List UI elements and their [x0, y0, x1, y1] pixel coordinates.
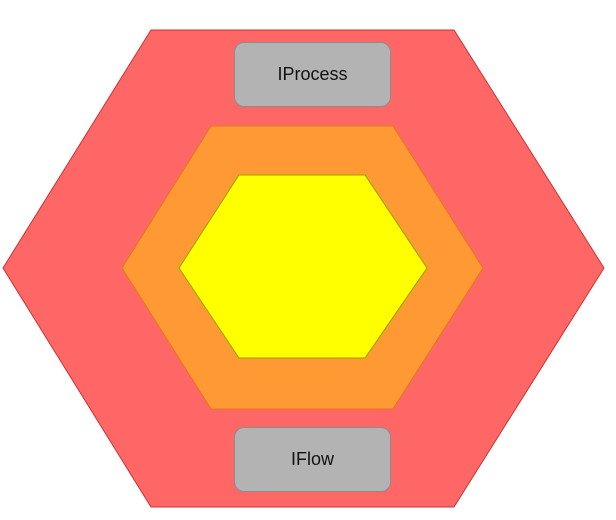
iflow-label: IFlow — [290, 449, 334, 469]
iprocess-label-box: IProcess — [234, 42, 391, 107]
iflow-label-box: IFlow — [234, 427, 391, 492]
inner-hexagon — [178, 174, 428, 359]
iprocess-label: IProcess — [277, 64, 348, 84]
